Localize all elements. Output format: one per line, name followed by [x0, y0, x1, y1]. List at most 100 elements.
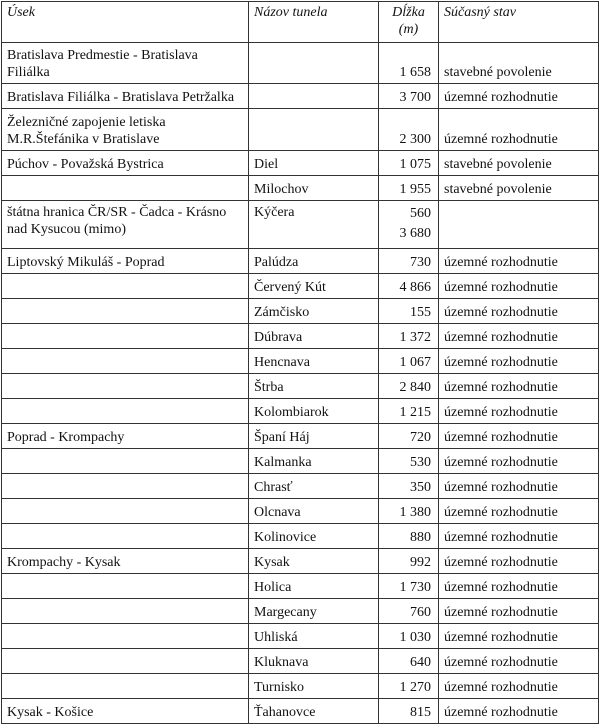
cell-stav: územné rozhodnutie — [438, 523, 599, 549]
table-row: Turnisko 1 270 územné rozhodnutie — [1, 673, 599, 699]
cell-usek — [1, 175, 249, 201]
cell-stav: územné rozhodnutie — [438, 548, 599, 574]
cell-dlzka: 992 — [378, 548, 439, 574]
table-row: Kysak - Košice Ťahanovce 815 územné rozhodn… — [1, 698, 599, 724]
table-row: Hencnava 1 067 územné rozhodnutie — [1, 348, 599, 374]
cell-usek — [1, 673, 249, 699]
cell-nazov: Kysak — [248, 548, 379, 574]
cell-stav: územné rozhodnutie — [438, 273, 599, 299]
header-usek: Úsek — [1, 1, 249, 43]
header-row: Úsek Názov tunela Dĺžka (m) Súčasný stav — [1, 1, 599, 43]
cell-dlzka: 760 — [378, 598, 439, 624]
cell-usek — [1, 298, 249, 324]
cell-nazov: Zámčisko — [248, 298, 379, 324]
cell-usek: Krompachy - Kysak — [1, 548, 249, 574]
cell-stav: stavebné povolenie — [438, 175, 599, 201]
cell-nazov: Kolombiarok — [248, 398, 379, 424]
table-row: Železničné zapojenie letiska M.R.Štefáni… — [1, 108, 599, 151]
cell-stav: územné rozhodnutie — [438, 623, 599, 649]
table-row: Chrasť 350 územné rozhodnutie — [1, 473, 599, 499]
cell-stav: územné rozhodnutie — [438, 673, 599, 699]
table-row: Štrba 2 840 územné rozhodnutie — [1, 373, 599, 399]
cell-dlzka: 815 — [378, 698, 439, 724]
table-row: Kolinovice 880 územné rozhodnutie — [1, 523, 599, 549]
cell-usek: Liptovský Mikuláš - Poprad — [1, 248, 249, 274]
cell-stav: územné rozhodnutie — [438, 373, 599, 399]
cell-dlzka: 530 — [378, 448, 439, 474]
cell-usek — [1, 473, 249, 499]
table-row: Púchov - Považská Bystrica Diel 1 075 stave… — [1, 150, 599, 176]
length-value: 560 — [410, 206, 431, 221]
cell-dlzka: 3 700 — [378, 83, 439, 109]
table-row: Holica 1 730 územné rozhodnutie — [1, 573, 599, 599]
cell-dlzka: 1 075 — [378, 150, 439, 176]
cell-dlzka: 350 — [378, 473, 439, 499]
table-row: Liptovský Mikuláš - Poprad Palúdza 730 územ… — [1, 248, 599, 274]
cell-usek — [1, 373, 249, 399]
cell-stav: územné rozhodnutie — [438, 323, 599, 349]
cell-nazov: Chrasť — [248, 473, 379, 499]
cell-dlzka: 2 300 — [378, 108, 439, 151]
cell-nazov: Margecany — [248, 598, 379, 624]
cell-stav: stavebné povolenie — [438, 150, 599, 176]
cell-stav: územné rozhodnutie — [438, 498, 599, 524]
cell-dlzka: 1 270 — [378, 673, 439, 699]
cell-nazov: Milochov — [248, 175, 379, 201]
cell-stav: územné rozhodnutie — [438, 298, 599, 324]
length-value: 3 680 — [399, 226, 432, 241]
cell-nazov — [248, 42, 379, 84]
cell-usek — [1, 348, 249, 374]
cell-dlzka: 2 840 — [378, 373, 439, 399]
table-row: Bratislava Predmestie - Bratislava Filiá… — [1, 42, 599, 84]
cell-usek: Poprad - Krompachy — [1, 423, 249, 449]
cell-stav: územné rozhodnutie — [438, 83, 599, 109]
cell-stav: územné rozhodnutie — [438, 248, 599, 274]
cell-stav: územné rozhodnutie — [438, 473, 599, 499]
cell-nazov — [248, 108, 379, 151]
cell-nazov: Kalmanka — [248, 448, 379, 474]
cell-usek — [1, 648, 249, 674]
cell-nazov: Palúdza — [248, 248, 379, 274]
table-row: Milochov 1 955 stavebné povolenie — [1, 175, 599, 201]
cell-nazov: Holica — [248, 573, 379, 599]
cell-dlzka: 1 955 — [378, 175, 439, 201]
table-row: Krompachy - Kysak Kysak 992 územné rozhodnu… — [1, 548, 599, 574]
cell-stav: územné rozhodnutie — [438, 398, 599, 424]
cell-usek — [1, 523, 249, 549]
cell-dlzka: 1 380 — [378, 498, 439, 524]
cell-usek — [1, 273, 249, 299]
table-row: Uhliská 1 030 územné rozhodnutie — [1, 623, 599, 649]
cell-nazov: Ťahanovce — [248, 698, 379, 724]
cell-nazov: Štrba — [248, 373, 379, 399]
cell-dlzka: 560 3 680 — [378, 200, 439, 249]
cell-usek — [1, 398, 249, 424]
cell-dlzka: 1 030 — [378, 623, 439, 649]
cell-usek — [1, 623, 249, 649]
cell-usek: Železničné zapojenie letiska M.R.Štefáni… — [1, 108, 249, 151]
table-row: Bratislava Filiálka - Bratislava Petržal… — [1, 83, 599, 109]
cell-usek: Bratislava Predmestie - Bratislava Filiá… — [1, 42, 249, 84]
cell-dlzka: 640 — [378, 648, 439, 674]
cell-usek — [1, 323, 249, 349]
cell-usek — [1, 573, 249, 599]
cell-nazov: Červený Kút — [248, 273, 379, 299]
cell-nazov: Dúbrava — [248, 323, 379, 349]
table-row: Kluknava 640 územné rozhodnutie — [1, 648, 599, 674]
cell-stav: územné rozhodnutie — [438, 573, 599, 599]
header-dlzka: Dĺžka (m) — [378, 1, 439, 43]
cell-dlzka: 4 866 — [378, 273, 439, 299]
cell-dlzka: 1 067 — [378, 348, 439, 374]
cell-stav: územné rozhodnutie — [438, 698, 599, 724]
cell-usek — [1, 598, 249, 624]
table-row: Margecany 760 územné rozhodnutie — [1, 598, 599, 624]
cell-nazov: Uhliská — [248, 623, 379, 649]
table-row: Poprad - Krompachy Španí Háj 720 územné roz… — [1, 423, 599, 449]
cell-usek — [1, 448, 249, 474]
cell-dlzka: 155 — [378, 298, 439, 324]
table-row: štátna hranica ČR/SR - Čadca - Krásno na… — [1, 200, 599, 249]
cell-stav: územné rozhodnutie — [438, 108, 599, 151]
cell-usek: štátna hranica ČR/SR - Čadca - Krásno na… — [1, 200, 249, 249]
cell-stav: územné rozhodnutie — [438, 423, 599, 449]
header-nazov: Názov tunela — [248, 1, 379, 43]
